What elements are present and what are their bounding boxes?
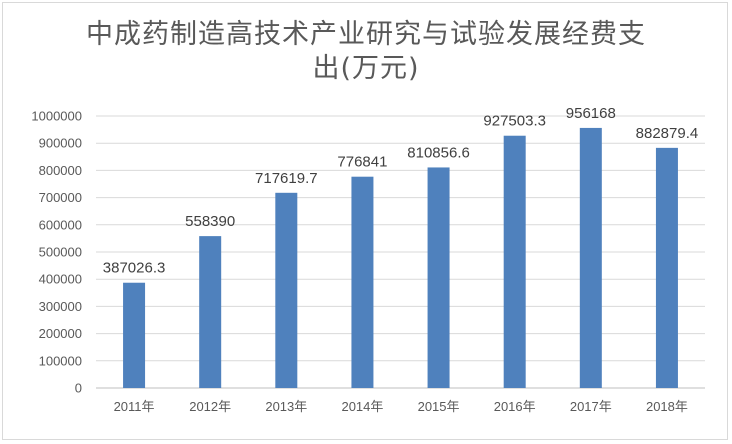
bar xyxy=(579,127,602,388)
y-tick-label: 400000 xyxy=(39,272,82,287)
x-tick-label: 2018年 xyxy=(646,399,688,414)
bar xyxy=(655,147,678,388)
y-tick-label: 200000 xyxy=(39,326,82,341)
x-tick-label: 2011年 xyxy=(114,399,155,414)
y-tick-label: 500000 xyxy=(39,245,82,260)
y-tick-label: 1000000 xyxy=(31,109,82,124)
data-label: 882879.4 xyxy=(636,125,699,142)
data-label: 776841 xyxy=(337,154,387,171)
y-tick-label: 900000 xyxy=(39,136,82,151)
x-tick-label: 2017年 xyxy=(570,399,612,414)
bar xyxy=(199,236,222,388)
bar xyxy=(123,282,146,388)
bar xyxy=(275,192,298,388)
data-label: 956168 xyxy=(566,105,616,122)
x-tick-label: 2013年 xyxy=(265,399,307,414)
x-tick-label: 2015年 xyxy=(418,399,460,414)
chart-title-line-1: 中成药制造高技术产业研究与试验发展经费支 xyxy=(86,19,646,50)
chart-title-line-2: 出(万元) xyxy=(312,53,420,84)
y-tick-label: 800000 xyxy=(39,163,82,178)
data-label: 717619.7 xyxy=(255,170,318,187)
data-label: 558390 xyxy=(185,213,235,230)
y-tick-label: 0 xyxy=(75,381,82,396)
y-tick-label: 300000 xyxy=(39,299,82,314)
data-label: 810856.6 xyxy=(407,144,470,161)
data-label: 927503.3 xyxy=(483,113,546,130)
data-label: 387026.3 xyxy=(103,260,166,277)
x-tick-label: 2014年 xyxy=(341,399,383,414)
y-tick-label: 700000 xyxy=(39,190,82,205)
x-tick-label: 2016年 xyxy=(494,399,536,414)
bar xyxy=(503,135,526,388)
y-tick-label: 600000 xyxy=(39,217,82,232)
bar xyxy=(427,167,450,388)
x-tick-label: 2012年 xyxy=(189,399,231,414)
y-tick-label: 100000 xyxy=(39,353,82,368)
bar xyxy=(351,176,374,388)
